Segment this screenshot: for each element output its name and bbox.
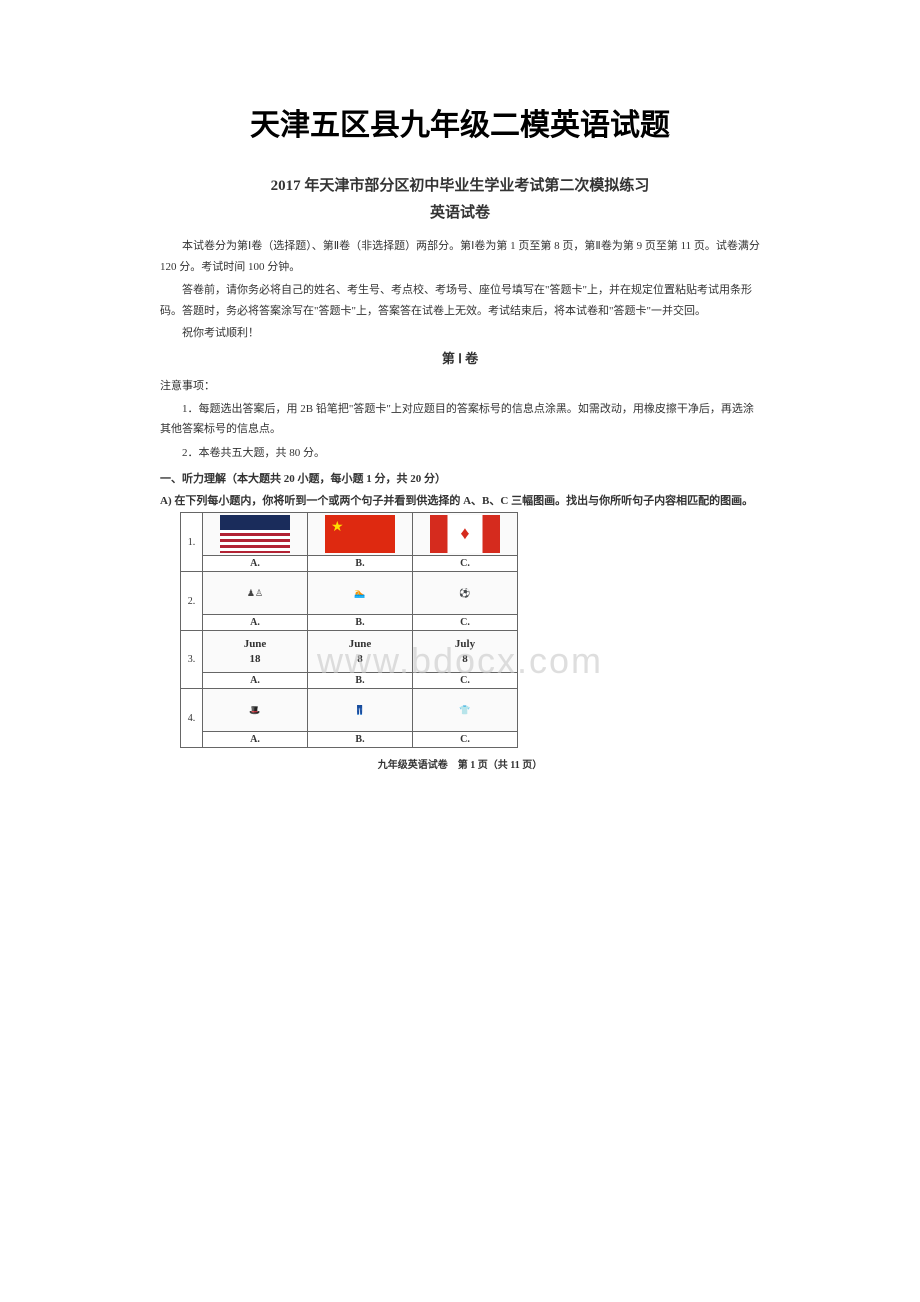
q1-labels: A. B. C. [181, 556, 518, 572]
hat-sketch-icon: 🎩 [220, 692, 290, 728]
question-number-2: 2. [181, 572, 203, 631]
q3-option-a-image: June 18 [203, 631, 308, 673]
q3c-day: 8 [413, 652, 517, 666]
q3-option-b-image: June 8 [308, 631, 413, 673]
q3b-day: 8 [308, 652, 412, 666]
q3c-month: July [413, 637, 517, 651]
question-number-4: 4. [181, 689, 203, 748]
q2-option-a-image: ♟♙ [203, 572, 308, 615]
q4-option-c-image: 👕 [413, 689, 518, 732]
question-row-1: 1. [181, 513, 518, 556]
page-footer: 九年级英语试卷 第 1 页（共 11 页） [160, 756, 760, 771]
question-row-3: 3. June 18 June 8 July 8 [181, 631, 518, 673]
question-row-2: 2. ♟♙ 🏊 ⚽ [181, 572, 518, 615]
soccer-sketch-icon: ⚽ [430, 575, 500, 611]
listening-section-heading: 一、听力理解（本大题共 20 小题，每小题 1 分，共 20 分） [160, 470, 760, 486]
q4-option-b-image: 👖 [308, 689, 413, 732]
q4-label-c: C. [413, 732, 518, 748]
notice-heading: 注意事项： [160, 377, 760, 393]
question-table: 1. A. B. C. 2. ♟♙ 🏊 ⚽ A. B. C. 3. June 1… [180, 512, 518, 748]
q3-label-b: B. [308, 673, 413, 689]
q3a-month: June [203, 637, 307, 651]
q1-label-a: A. [203, 556, 308, 572]
q4-label-b: B. [308, 732, 413, 748]
subject-title: 英语试卷 [160, 201, 760, 222]
q4-option-a-image: 🎩 [203, 689, 308, 732]
intro-paragraph-2: 答卷前，请你务必将自己的姓名、考生号、考点校、考场号、座位号填写在"答题卡"上，… [160, 280, 760, 322]
main-title: 天津五区县九年级二模英语试题 [160, 100, 760, 144]
swim-sketch-icon: 🏊 [325, 575, 395, 611]
wish-text: 祝你考试顺利！ [160, 324, 760, 340]
notice-item-1: 1．每题选出答案后，用 2B 铅笔把"答题卡"上对应题目的答案标号的信息点涂黑。… [160, 399, 760, 441]
q1-option-b-image [308, 513, 413, 556]
china-flag-icon [325, 515, 395, 553]
q3a-day: 18 [203, 652, 307, 666]
q2-label-c: C. [413, 615, 518, 631]
q2-labels: A. B. C. [181, 615, 518, 631]
q3-labels: A. B. C. [181, 673, 518, 689]
q1-option-a-image [203, 513, 308, 556]
usa-flag-icon [220, 515, 290, 553]
q2-label-a: A. [203, 615, 308, 631]
chess-sketch-icon: ♟♙ [220, 575, 290, 611]
calendar-icon-a: June 18 [203, 637, 307, 666]
q3-label-a: A. [203, 673, 308, 689]
q3-label-c: C. [413, 673, 518, 689]
section-1-title: 第 Ⅰ 卷 [160, 348, 760, 367]
q4-labels: A. B. C. [181, 732, 518, 748]
q3b-month: June [308, 637, 412, 651]
q2-label-b: B. [308, 615, 413, 631]
pants-sketch-icon: 👖 [325, 692, 395, 728]
q4-label-a: A. [203, 732, 308, 748]
canada-flag-icon [430, 515, 500, 553]
q1-option-c-image [413, 513, 518, 556]
notice-item-2: 2．本卷共五大题，共 80 分。 [160, 443, 760, 464]
part-a-heading: A) 在下列每小题内，你将听到一个或两个句子并看到供选择的 A、B、C 三幅图画… [160, 492, 760, 508]
q1-label-b: B. [308, 556, 413, 572]
exam-subtitle: 2017 年天津市部分区初中毕业生学业考试第二次模拟练习 [160, 174, 760, 195]
calendar-icon-c: July 8 [413, 637, 517, 666]
q1-label-c: C. [413, 556, 518, 572]
q2-option-c-image: ⚽ [413, 572, 518, 615]
q2-option-b-image: 🏊 [308, 572, 413, 615]
question-row-4: 4. 🎩 👖 👕 [181, 689, 518, 732]
question-number-1: 1. [181, 513, 203, 572]
intro-paragraph-1: 本试卷分为第Ⅰ卷（选择题）、第Ⅱ卷（非选择题）两部分。第Ⅰ卷为第 1 页至第 8… [160, 236, 760, 278]
tshirt-sketch-icon: 👕 [430, 692, 500, 728]
q3-option-c-image: July 8 [413, 631, 518, 673]
calendar-icon-b: June 8 [308, 637, 412, 666]
question-number-3: 3. [181, 631, 203, 689]
